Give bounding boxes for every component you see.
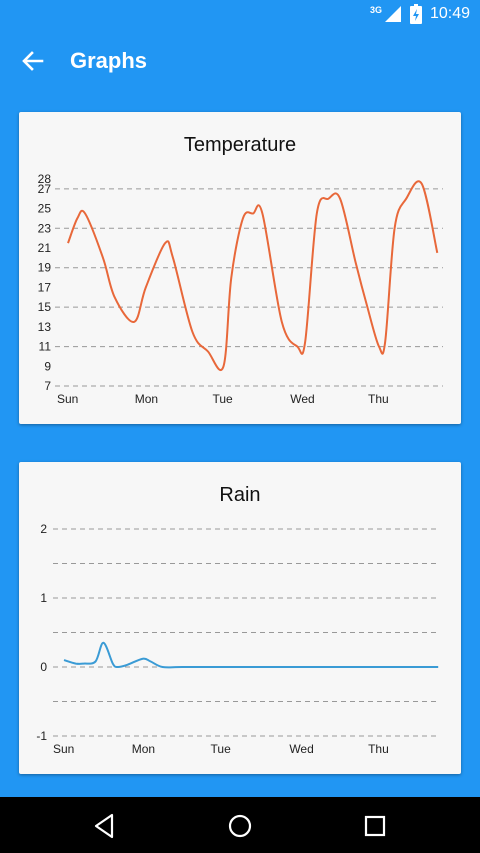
rain-y-tick-label: 2 bbox=[40, 522, 47, 536]
temperature-chart-title: Temperature bbox=[183, 134, 297, 156]
temperature-x-tick-label: Wed bbox=[290, 392, 314, 406]
status-icons: 3G 10:49 bbox=[370, 4, 470, 24]
arrow-back-icon[interactable] bbox=[18, 46, 48, 76]
rain-chart: 2 1 0 -1 Sun Mon Tue Wed Thu bbox=[36, 522, 440, 756]
status-bar: 3G 10:49 bbox=[0, 0, 480, 28]
temperature-y-tick-label: 7 bbox=[44, 379, 51, 393]
signal-icon bbox=[384, 6, 401, 22]
battery-icon bbox=[409, 4, 422, 24]
rain-x-tick-label: Sun bbox=[53, 742, 74, 756]
home-circle-icon[interactable] bbox=[225, 811, 255, 841]
recents-square-icon[interactable] bbox=[360, 811, 390, 841]
navigation-bar bbox=[0, 797, 480, 853]
temperature-x-tick-label: Tue bbox=[213, 392, 234, 406]
temperature-x-tick-label: Mon bbox=[135, 392, 158, 406]
app-bar: Graphs bbox=[0, 28, 480, 94]
rain-x-tick-label: Mon bbox=[132, 742, 155, 756]
rain-x-tick-label: Wed bbox=[289, 742, 313, 756]
rain-x-tick-label: Thu bbox=[368, 742, 389, 756]
rain-chart-title: Rain bbox=[219, 484, 261, 506]
temperature-y-tick-label: 11 bbox=[39, 340, 52, 354]
temperature-y-tick-label: 13 bbox=[38, 320, 52, 334]
temperature-y-tick-label: 25 bbox=[38, 202, 52, 216]
rain-y-tick-label: -1 bbox=[36, 729, 47, 743]
temperature-y-tick-label: 17 bbox=[38, 280, 52, 294]
network-type: 3G bbox=[369, 5, 382, 15]
clock: 10:49 bbox=[429, 5, 470, 22]
temperature-y-tick-label: 23 bbox=[38, 221, 52, 235]
temperature-y-tick-label: 27 bbox=[38, 182, 52, 196]
page-title: Graphs bbox=[70, 48, 148, 73]
temperature-y-tick-label: 21 bbox=[38, 241, 52, 255]
temperature-card: Temperature 7 9 11 13 15 17 19 21 23 25 27 28 Sun Mon… bbox=[19, 112, 461, 424]
rain-x-tick-label: Tue bbox=[211, 742, 232, 756]
back-triangle-icon[interactable] bbox=[90, 811, 120, 841]
temperature-y-tick-label: 28 bbox=[38, 172, 52, 186]
rain-series-line bbox=[63, 641, 439, 669]
temperature-y-tick-label: 9 bbox=[44, 359, 51, 373]
rain-y-tick-label: 0 bbox=[40, 660, 47, 674]
temperature-x-tick-label: Sun bbox=[57, 392, 78, 406]
temperature-y-tick-label: 15 bbox=[38, 300, 52, 314]
temperature-y-tick-label: 19 bbox=[38, 261, 52, 275]
temperature-x-tick-label: Thu bbox=[368, 392, 389, 406]
rain-y-tick-label: 1 bbox=[40, 591, 47, 605]
rain-card: Rain 2 1 0 -1 Sun Mon Tue Wed Thu bbox=[19, 462, 461, 774]
temperature-series-line bbox=[67, 180, 439, 371]
